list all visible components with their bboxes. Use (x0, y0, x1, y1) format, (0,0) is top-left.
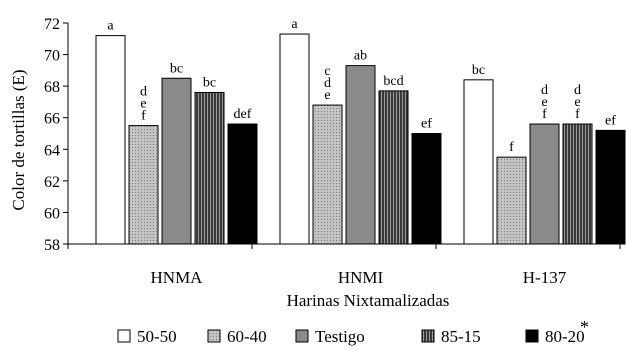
significance-label: bc (170, 61, 183, 76)
significance-label: e (324, 88, 330, 103)
legend-swatch-Testigo (295, 329, 309, 343)
bar-80-20-H-137 (595, 129, 626, 245)
y-tick-label: 66 (44, 111, 60, 128)
legend-swatch-50-50 (117, 329, 131, 343)
bar-50-50-H-137 (463, 79, 494, 245)
significance-label: bc (472, 63, 485, 78)
bar-85-15-H-137 (562, 123, 593, 245)
y-tick-label: 72 (44, 16, 60, 33)
legend-footnote-marker: * (580, 317, 589, 337)
significance-label: bc (203, 75, 216, 90)
significance-label: d (574, 83, 581, 98)
significance-label: e (574, 95, 580, 110)
legend-swatch-80-20 (525, 329, 539, 343)
bar-60-40-HNMA (128, 125, 159, 245)
x-axis-label: Harinas Nixtamalizadas (287, 291, 450, 310)
significance-label: ef (605, 113, 616, 128)
significance-label: c (324, 64, 330, 79)
bar-Testigo-HNMI (345, 65, 376, 245)
y-tick-label: 60 (44, 205, 60, 222)
y-axis-label: Color de tortillas (E) (9, 69, 28, 210)
y-tick-label: 70 (44, 48, 60, 65)
significance-label: e (140, 97, 146, 112)
legend-label-50-50: 50-50 (137, 327, 177, 346)
legend-swatch-85-15 (421, 329, 435, 343)
bar-Testigo-HNMA (161, 77, 192, 245)
legend-label-60-40: 60-40 (227, 327, 267, 346)
bar-Testigo-H-137 (529, 123, 560, 245)
legend-label-80-20: 80-20 (545, 327, 585, 346)
bar-85-15-HNMI (378, 90, 409, 245)
significance-label: f (509, 140, 514, 155)
bar-60-40-HNMI (312, 104, 343, 245)
significance-label: d (140, 85, 147, 100)
significance-label: a (107, 19, 114, 34)
bar-50-50-HNMI (279, 33, 310, 245)
significance-label: d (324, 76, 331, 91)
significance-label: f (141, 109, 146, 124)
bar-80-20-HNMI (411, 133, 442, 245)
bar-50-50-HNMA (95, 35, 126, 245)
category-label-H-137: H-137 (523, 268, 567, 287)
y-tick-label: 62 (44, 174, 60, 191)
y-tick-label: 64 (44, 142, 60, 159)
bar-85-15-HNMA (194, 91, 225, 245)
significance-label: e (541, 95, 547, 110)
bar-80-20-HNMA (227, 123, 258, 245)
significance-label: bcd (383, 74, 403, 89)
legend-label-Testigo: Testigo (315, 327, 365, 346)
significance-label: a (291, 17, 298, 32)
significance-label: ef (421, 117, 432, 132)
y-tick-label: 68 (44, 79, 60, 96)
bar-60-40-H-137 (496, 156, 527, 245)
significance-label: f (542, 107, 547, 122)
significance-label: f (575, 107, 580, 122)
legend-label-85-15: 85-15 (441, 327, 481, 346)
significance-label: d (541, 83, 548, 98)
significance-label: def (234, 107, 252, 122)
significance-label: ab (354, 49, 367, 64)
y-tick-label: 58 (44, 237, 60, 254)
category-label-HNMI: HNMI (338, 268, 384, 287)
legend-swatch-60-40 (207, 329, 221, 343)
category-label-HNMA: HNMA (151, 268, 204, 287)
legend: 50-50 60-40 Testigo 85-15 80-20* (117, 317, 589, 346)
